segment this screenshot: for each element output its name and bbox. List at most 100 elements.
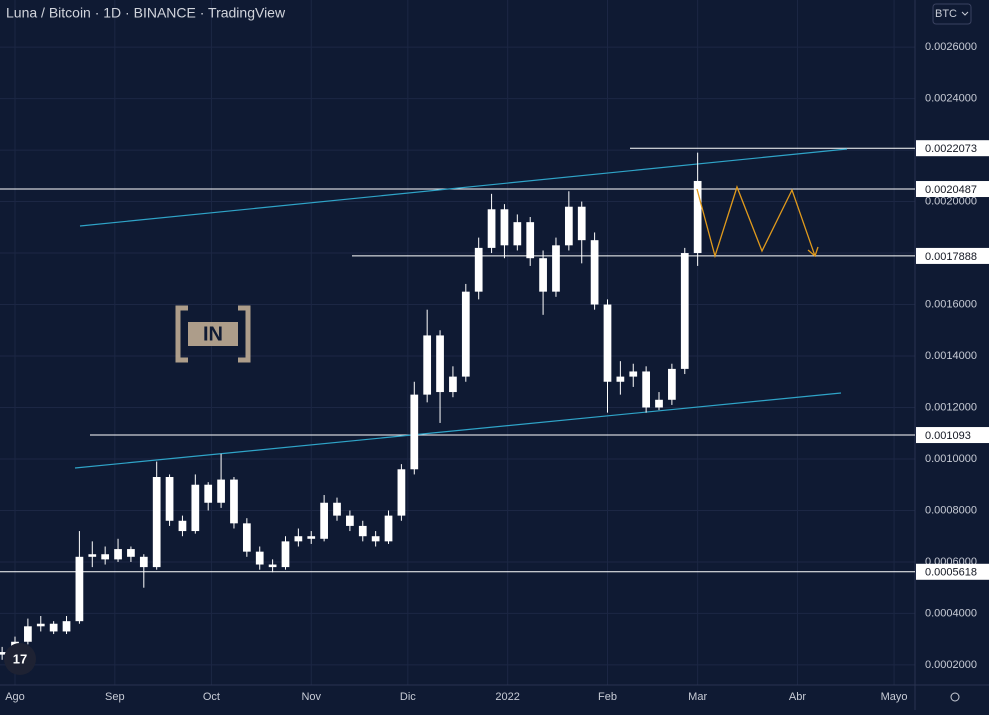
logo-text: IN (203, 323, 223, 345)
y-tick-label: 0.0024000 (925, 92, 977, 104)
candle-body (62, 621, 71, 632)
candle-body (88, 554, 97, 557)
x-tick-label: Ago (5, 691, 25, 703)
candle-body (139, 556, 148, 568)
level-label: 0.001093 (925, 430, 971, 442)
x-tick-label: Feb (598, 691, 617, 703)
candle-body (49, 623, 58, 632)
level-label-box (916, 140, 989, 157)
settings-icon[interactable] (950, 692, 960, 702)
projection-arrow (807, 246, 819, 258)
candle-body (24, 626, 32, 642)
candle-body (629, 371, 638, 377)
y-tick-label: 0.0014000 (925, 350, 977, 362)
candle-body (242, 523, 251, 552)
y-tick-label: 0.0004000 (925, 607, 977, 619)
candle-body (436, 335, 444, 393)
candle-body (564, 206, 573, 246)
candle-body (255, 551, 264, 565)
candle-body (668, 368, 676, 400)
candle-body (423, 335, 432, 395)
candle-body (526, 222, 535, 259)
candle-body (358, 525, 367, 537)
grid (0, 0, 915, 685)
y-tick-label: 0.0010000 (925, 453, 977, 465)
level-label: 0.0005618 (925, 567, 977, 579)
x-tick-label: Abr (789, 691, 806, 703)
y-tick-label: 0.0012000 (925, 401, 977, 413)
candle-body (655, 399, 663, 408)
tv-logo-bg (4, 643, 36, 675)
candle-body (0, 652, 6, 655)
candle-body (152, 477, 161, 568)
watermark-logo: IN (175, 305, 251, 363)
candle-body (513, 222, 522, 246)
candle-body (217, 479, 225, 503)
candle-body (178, 520, 187, 532)
candle-body (603, 304, 612, 382)
candle-body (410, 394, 419, 470)
level-label: 0.0022073 (925, 143, 977, 155)
currency-button[interactable] (932, 3, 972, 25)
candle-body (642, 371, 650, 408)
trend-line (74, 392, 842, 469)
candle-body (307, 536, 316, 539)
x-tick-label: Sep (105, 691, 125, 703)
candles (0, 152, 702, 660)
level-label-box (916, 247, 989, 264)
candle-body (590, 240, 599, 305)
candle-body (474, 247, 483, 292)
x-tick-label: Oct (203, 691, 220, 703)
candle-body (539, 258, 547, 292)
x-tick-label: Mar (688, 691, 707, 703)
y-tick-label: 0.0026000 (925, 41, 977, 53)
candle-body (36, 623, 45, 627)
currency-label: BTC (935, 8, 957, 20)
x-tick-label: Dic (400, 691, 416, 703)
candle-body (114, 549, 122, 560)
candle-body (101, 554, 110, 560)
candle-body (693, 180, 702, 254)
y-tick-label: 0.0008000 (925, 504, 977, 516)
x-tick-label: Nov (301, 691, 321, 703)
candle-body (552, 245, 560, 292)
candle-body (500, 209, 509, 246)
levels (0, 147, 915, 573)
level-label-box (916, 181, 989, 198)
candle-body (230, 479, 238, 524)
candle-body (616, 376, 625, 382)
candle-body (487, 209, 496, 248)
candle-body (371, 536, 380, 542)
x-tick-label: 2022 (495, 691, 519, 703)
tv-logo-text: 17 (13, 651, 27, 666)
x-tick-label: Mayo (881, 691, 908, 703)
candle-body (75, 556, 84, 622)
level-label-box (916, 427, 989, 444)
trend-line (79, 148, 848, 227)
candle-body (294, 536, 303, 542)
tv-logo[interactable]: 17 (4, 643, 36, 675)
currency-caret (961, 11, 969, 16)
candle-body (397, 469, 406, 516)
candle-body (268, 564, 277, 568)
y-tick-label: 0.0016000 (925, 298, 977, 310)
level-label: 0.0017888 (925, 251, 977, 263)
candle-body (281, 541, 290, 568)
candle-body (384, 515, 393, 542)
candle-body (127, 549, 135, 557)
candle-body (577, 206, 586, 241)
candle-body (191, 484, 200, 532)
y-tick-label: 0.0002000 (925, 659, 977, 671)
candle-body (461, 291, 470, 377)
candle-body (165, 477, 174, 521)
logo-box (188, 322, 238, 346)
candle-body (320, 502, 328, 539)
candle-body (204, 484, 213, 503)
candle-body (449, 376, 457, 393)
candle-body (333, 502, 341, 516)
chart-title: Luna / Bitcoin · 1D · BINANCE · TradingV… (6, 5, 286, 21)
candle-body (346, 515, 354, 526)
